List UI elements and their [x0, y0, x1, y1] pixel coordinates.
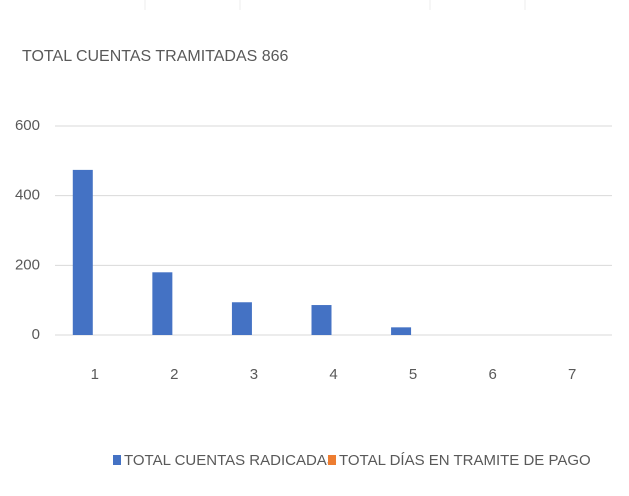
y-tick-label: 200 — [15, 256, 40, 273]
x-tick-label: 7 — [568, 366, 576, 383]
x-tick-label: 2 — [170, 366, 178, 383]
bar — [391, 327, 412, 335]
chart-title: TOTAL CUENTAS TRAMITADAS 866 — [22, 48, 289, 65]
x-tick-label: 6 — [488, 366, 496, 383]
y-tick-label: 600 — [15, 117, 40, 134]
x-tick-label: 3 — [250, 366, 258, 383]
y-tick-label: 0 — [32, 326, 40, 343]
bar — [152, 272, 173, 335]
y-tick-label: 400 — [15, 187, 40, 204]
x-tick-label: 4 — [329, 366, 337, 383]
bar — [72, 169, 93, 335]
bar — [231, 302, 252, 335]
x-tick-label: 1 — [91, 366, 99, 383]
legend-swatch — [113, 455, 121, 465]
legend-label: TOTAL CUENTAS RADICADAS — [124, 452, 337, 469]
bar — [311, 305, 332, 335]
legend-swatch — [328, 455, 336, 465]
x-tick-label: 5 — [409, 366, 417, 383]
legend-label: TOTAL DÍAS EN TRAMITE DE PAGO — [339, 452, 591, 469]
